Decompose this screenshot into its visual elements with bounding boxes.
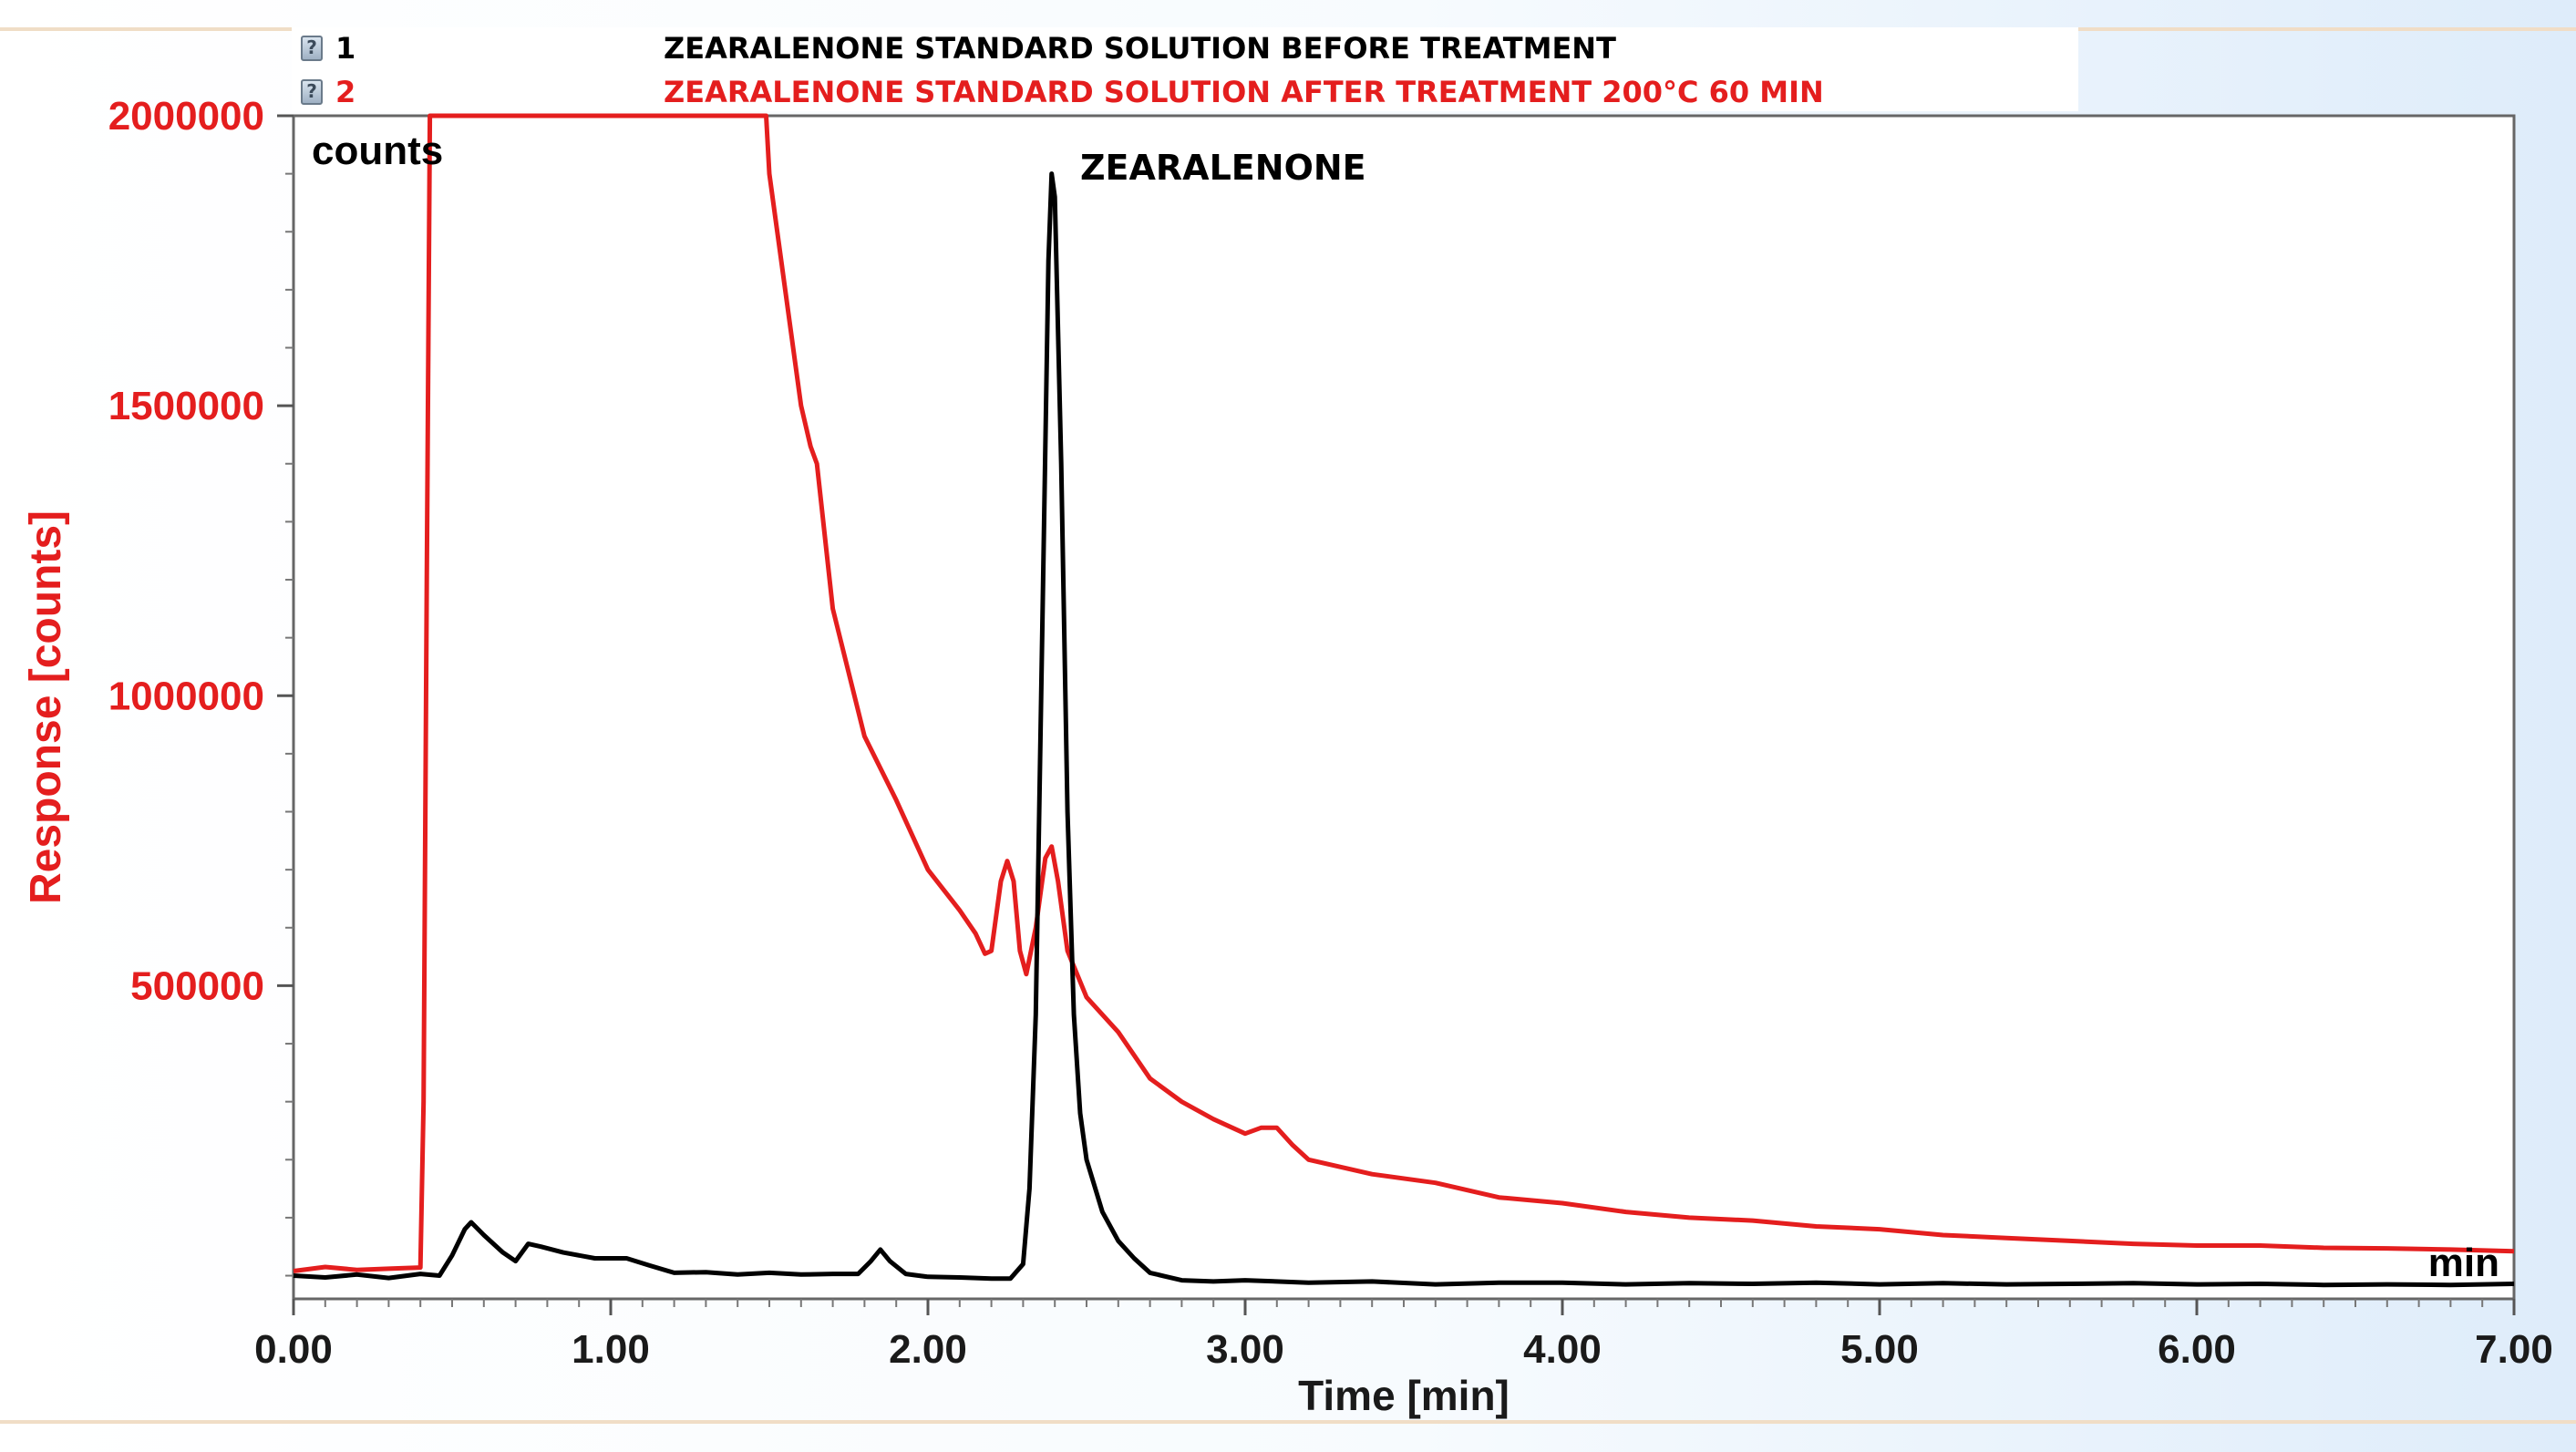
x-axis-title: Time [min] [1298,1372,1510,1419]
y-tick-label: 500000 [130,963,264,1008]
bottom-divider [0,1420,2576,1424]
legend-item-2: 2 ZEARALENONE STANDARD SOLUTION AFTER TR… [301,71,1824,113]
x-axis-ticks: 0.00 1.00 2.00 3.00 4.00 5.00 6.00 7.00 [254,1299,2553,1372]
x-tick-label: 5.00 [1840,1327,1919,1372]
legend-label-2: ZEARALENONE STANDARD SOLUTION AFTER TREA… [664,75,1824,109]
x-tick-label: 6.00 [2158,1327,2236,1372]
legend-label-1: ZEARALENONE STANDARD SOLUTION BEFORE TRE… [664,31,1616,66]
legend-panel [292,27,2078,111]
trace-info-icon [301,36,323,61]
y-tick-label: 1000000 [108,674,264,718]
y-tick-label: 2000000 [108,94,264,139]
x-tick-label: 1.00 [572,1327,650,1372]
series-group [293,113,2515,1288]
series-line-2 [293,113,2515,1273]
y-axis-title: Response [counts] [22,510,70,904]
peak-annotation: ZEARALENONE [1080,148,1366,188]
series-line-1 [293,171,2515,1288]
plot-area [292,114,2516,1301]
counts-label: counts [312,129,443,173]
x-unit-label: min [2428,1241,2499,1285]
x-tick-label: 0.00 [254,1327,333,1372]
x-tick-label: 3.00 [1206,1327,1284,1372]
trace-info-icon [301,79,323,105]
y-axis-ticks: 500000 1000000 1500000 2000000 [108,94,294,1008]
legend-number-2: 2 [335,75,356,109]
legend-item-1: 1 ZEARALENONE STANDARD SOLUTION BEFORE T… [301,27,1616,69]
legend-number-1: 1 [335,31,356,66]
x-tick-label: 2.00 [889,1327,967,1372]
x-tick-label: 4.00 [1523,1327,1602,1372]
y-tick-label: 1500000 [108,384,264,428]
x-tick-label: 7.00 [2475,1327,2553,1372]
